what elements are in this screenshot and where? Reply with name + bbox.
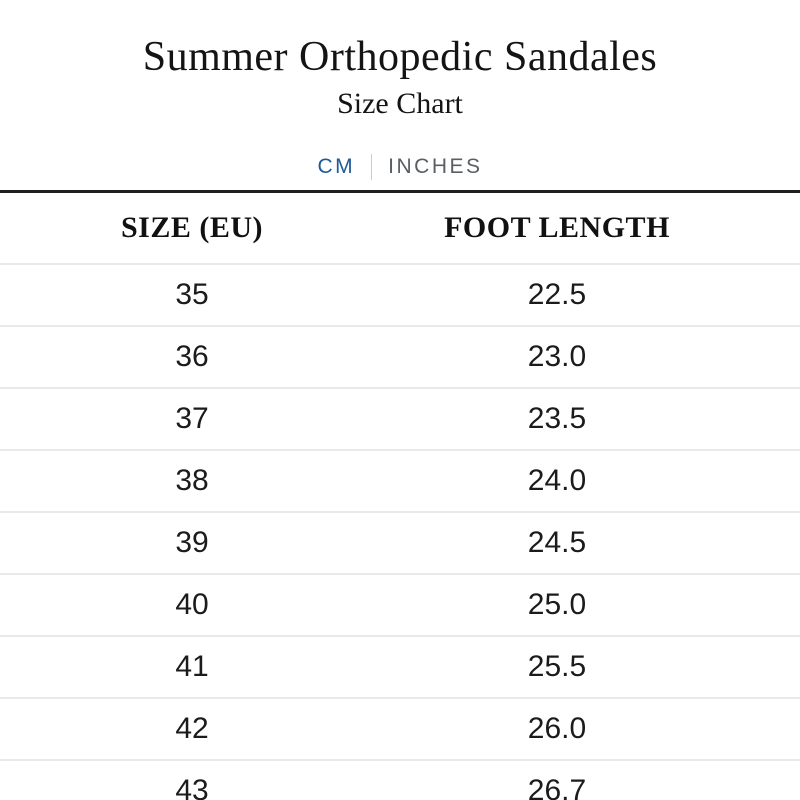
table-row: 38 24.0 [0,449,800,513]
unit-tab-inches[interactable]: INCHES [388,155,483,178]
foot-length-cell: 25.5 [384,635,800,699]
column-header-size: SIZE (EU) [0,191,384,265]
size-cell: 39 [0,511,384,575]
size-cell: 36 [0,325,384,389]
size-table-header: SIZE (EU) FOOT LENGTH [0,191,800,265]
table-row: 36 23.0 [0,325,800,389]
table-row: 39 24.5 [0,511,800,575]
size-cell: 35 [0,263,384,327]
foot-length-cell: 26.7 [384,759,800,800]
foot-length-cell: 23.0 [384,325,800,389]
table-row: 43 26.7 [0,759,800,800]
size-table: SIZE (EU) FOOT LENGTH 35 22.5 36 23.0 37… [0,190,800,800]
toggle-divider [371,154,373,180]
unit-tab-cm[interactable]: CM [317,155,356,178]
size-table-body: 35 22.5 36 23.0 37 23.5 38 24.0 39 24.5 … [0,263,800,800]
table-row: 37 23.5 [0,387,800,451]
table-row: 42 26.0 [0,697,800,761]
size-cell: 43 [0,759,384,800]
foot-length-cell: 26.0 [384,697,800,761]
page-subtitle: Size Chart [337,87,463,120]
size-cell: 37 [0,387,384,451]
foot-length-cell: 23.5 [384,387,800,451]
table-row: 41 25.5 [0,635,800,699]
foot-length-cell: 24.0 [384,449,800,513]
foot-length-cell: 24.5 [384,511,800,575]
foot-length-cell: 25.0 [384,573,800,637]
column-header-foot-length: FOOT LENGTH [384,191,800,265]
size-cell: 42 [0,697,384,761]
table-row: 35 22.5 [0,263,800,327]
size-cell: 38 [0,449,384,513]
unit-toggle: CM INCHES [0,153,800,181]
size-cell: 41 [0,635,384,699]
size-cell: 40 [0,573,384,637]
table-row: 40 25.0 [0,573,800,637]
foot-length-cell: 22.5 [384,263,800,327]
header-row: SIZE (EU) FOOT LENGTH [0,191,800,265]
page-title: Summer Orthopedic Sandales [142,34,658,80]
